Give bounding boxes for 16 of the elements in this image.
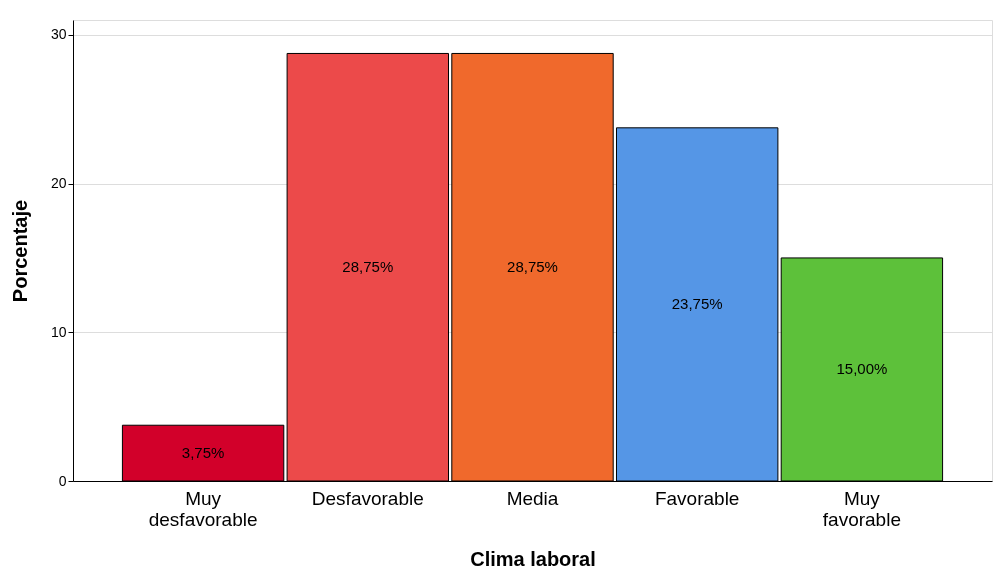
data-label: 28,75% xyxy=(342,258,394,276)
x-tick-label: Favorable xyxy=(654,487,740,509)
x-tick-label: Muy desfavorable xyxy=(148,487,258,530)
y-tick-label: 10 xyxy=(50,323,67,340)
data-label: 23,75% xyxy=(671,295,723,313)
data-label: 28,75% xyxy=(507,258,558,276)
x-tick-label: Media xyxy=(506,487,559,509)
y-tick-label: 20 xyxy=(50,175,67,192)
data-label: 3,75% xyxy=(181,444,225,462)
x-tick-label: Desfavorable xyxy=(311,487,424,509)
y-axis-title: Porcentaje xyxy=(8,199,31,303)
x-tick-label: Muy favorable xyxy=(822,487,901,530)
data-label: 15,00% xyxy=(836,360,888,378)
x-axis-title: Clima laboral xyxy=(470,547,596,570)
y-tick-label: 30 xyxy=(50,26,67,43)
y-tick-label: 0 xyxy=(58,472,67,489)
